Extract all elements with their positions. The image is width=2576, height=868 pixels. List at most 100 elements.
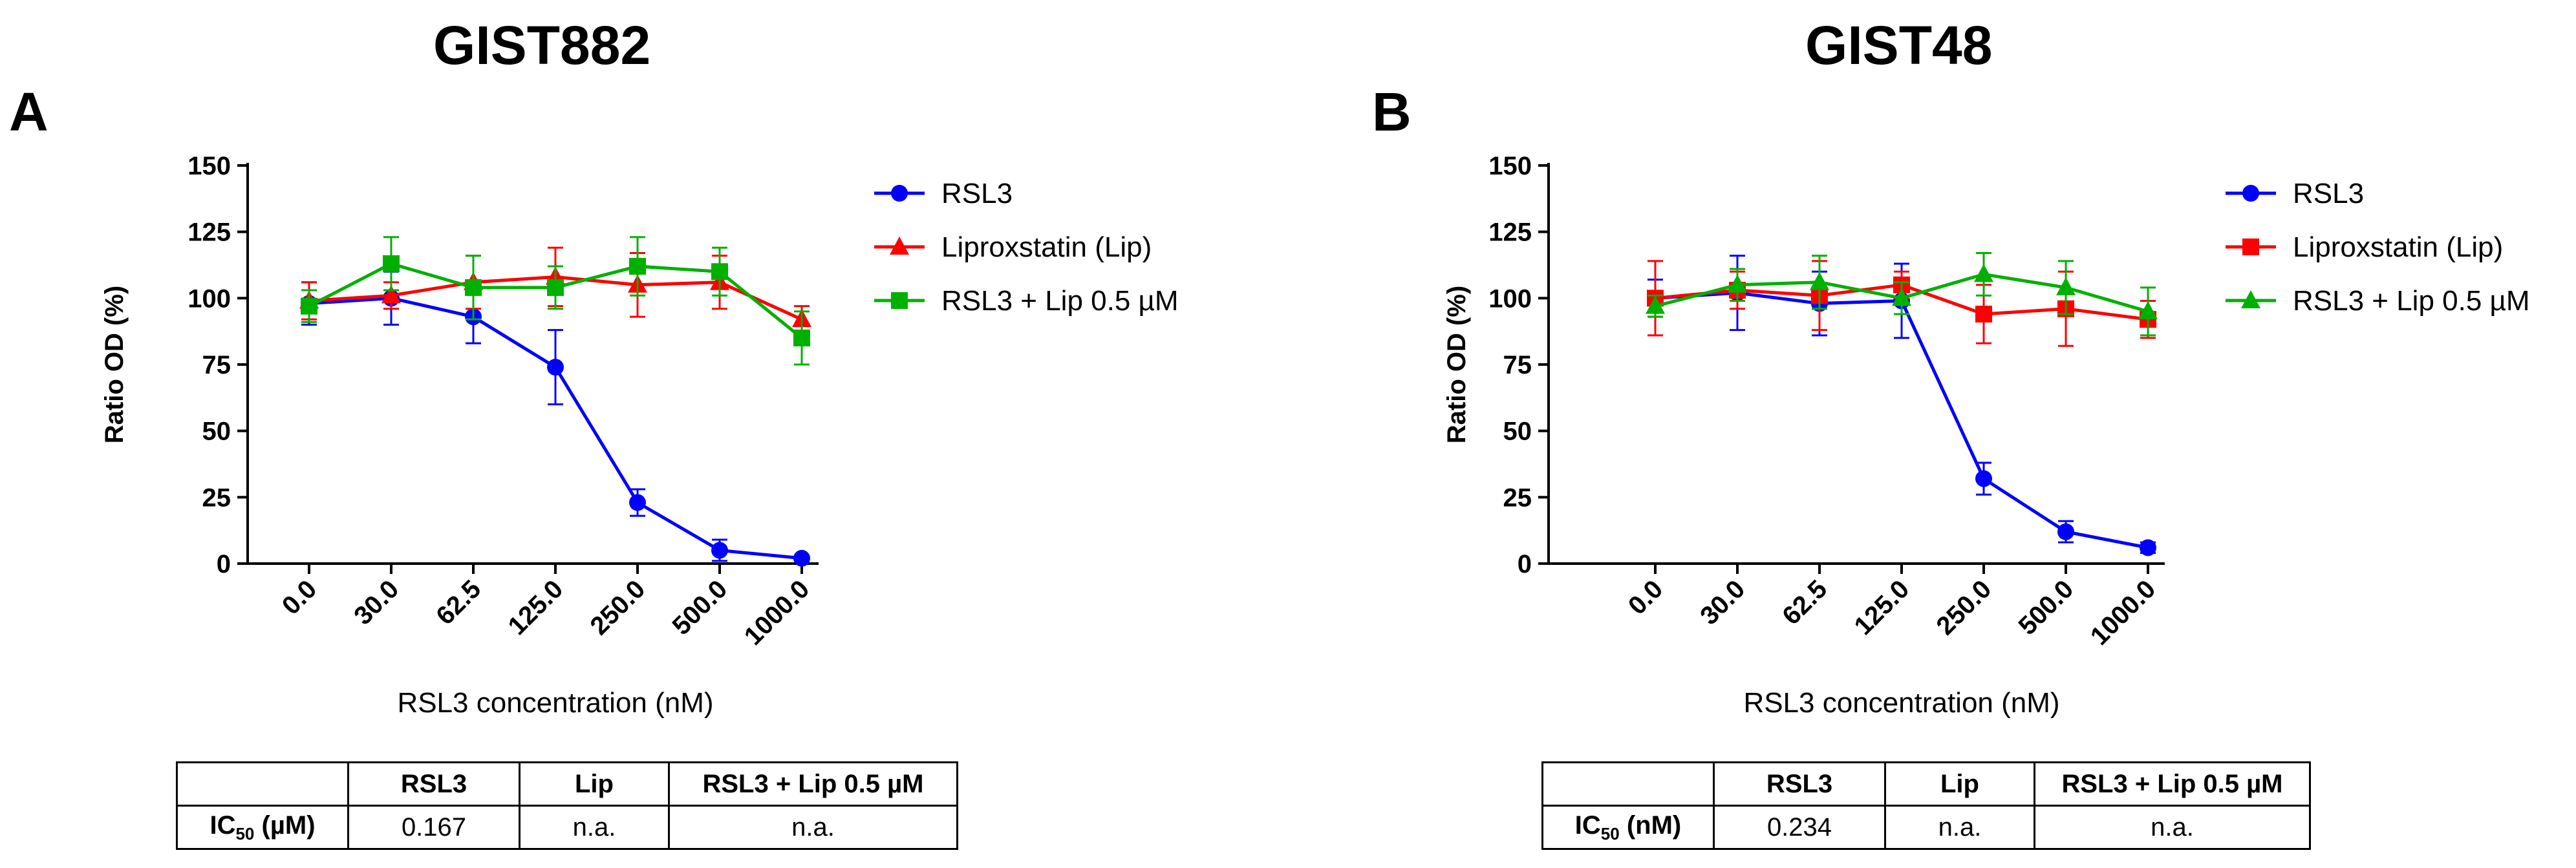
ic50-row-label: IC50 (µM) [176,805,349,850]
x-tick-label: 500.0 [667,575,733,640]
y-tick-label: 75 [1503,351,1532,379]
x-tick-label: 30.0 [349,575,404,630]
panel-a: GIST882 A 0 25 50 75 100 125 150 0.0 30.0 62.5 125… [9,15,1179,850]
data-point [793,549,810,567]
y-axis-label: Ratio OD (%) [1443,286,1471,443]
legend-label: Liproxstatin (Lip) [2293,231,2503,263]
legend-label: RSL3 [2293,178,2364,209]
panel-b: GIST48 B 0 25 50 75 100 125 150 0.0 30.0 62.5 125.… [1288,0,2576,868]
y-tick-label: 125 [1488,218,1532,247]
table-header-rsl3: RSL3 [347,761,521,807]
data-point [547,359,564,376]
ic50-lip-value: n.a. [1884,805,2035,850]
data-point [629,494,646,511]
table-header-empty [1541,761,1715,807]
y-tick-label: 125 [188,218,231,247]
x-axis-label: RSL3 concentration (nM) [397,687,713,719]
data-point [2057,523,2074,540]
table-header-combo: RSL3 + Lip 0.5 µM [668,761,958,807]
data-point [301,297,317,315]
data-point [629,258,646,275]
panel-label: A [9,81,48,142]
x-tick-label: 62.5 [1777,575,1832,630]
data-point [1892,288,1911,306]
table-header-lip: Lip [519,761,670,807]
data-point [2138,301,2158,319]
x-tick-label: 0.0 [1623,575,1668,620]
y-tick-label: 50 [1503,418,1532,446]
y-tick-label: 0 [217,550,231,578]
y-tick-label: 25 [202,483,231,512]
y-tick-label: 100 [188,284,231,313]
y-tick-label: 75 [202,351,231,379]
x-tick-label: 250.0 [1931,575,1997,640]
series-3 [1646,252,2158,337]
ic50-table: RSL3 Lip RSL3 + Lip 0.5 µM IC50 (µM) 0.1… [176,761,958,850]
data-point [1974,264,1993,282]
chart-b: 0 25 50 75 100 125 150 0.0 30.0 62.5 125.0 250.0 500… [1443,152,2530,719]
legend-label: RSL3 + Lip 0.5 µM [2293,285,2530,317]
legend-label: RSL3 [941,178,1013,209]
series-1 [301,270,810,567]
ic50-rsl3-value: 0.234 [1713,805,1886,850]
legend-marker [891,185,908,202]
ic50-row-label: IC50 (nM) [1541,805,1715,850]
y-tick-label: 0 [1518,550,1532,578]
table-header-lip: Lip [1884,761,2035,807]
table-row: IC50 (nM) 0.234 n.a. n.a. [1541,805,2311,850]
legend-marker [2241,290,2260,308]
ic50-rsl3-value: 0.167 [347,805,521,850]
legend-marker [2242,238,2259,255]
y-tick-label: 150 [188,152,231,180]
x-tick-label: 1000.0 [2085,575,2162,651]
x-tick-label: 125.0 [502,575,568,640]
x-tick-label: 125.0 [1849,575,1915,640]
data-point [383,255,400,272]
legend-marker [2242,185,2259,202]
ic50-combo-value: n.a. [668,805,958,850]
ic50-combo-value: n.a. [2034,805,2311,850]
x-tick-label: 30.0 [1695,575,1750,630]
x-tick-label: 0.0 [277,575,322,620]
y-tick-label: 150 [1488,152,1532,180]
x-tick-label: 250.0 [585,575,650,640]
data-point [1975,305,1992,323]
table-row: IC50 (µM) 0.167 n.a. n.a. [176,805,958,850]
data-point [1810,271,1829,290]
x-tick-label: 500.0 [2013,575,2079,640]
y-tick-label: 50 [202,418,231,446]
data-point [2140,539,2156,556]
y-tick-label: 25 [1503,483,1532,512]
data-point [711,542,728,559]
y-tick-label: 100 [1488,284,1532,313]
table-header-row: RSL3 Lip RSL3 + Lip 0.5 µM [176,761,958,807]
x-tick-label: 62.5 [431,575,486,630]
data-point [1975,470,1992,487]
x-axis-label: RSL3 concentration (nM) [1743,687,2059,719]
table-header-rsl3: RSL3 [1713,761,1886,807]
data-point [793,329,810,346]
data-point [711,263,728,281]
data-point [465,279,482,296]
table-header-empty [176,761,349,807]
legend-label: Liproxstatin (Lip) [941,231,1152,263]
ic50-lip-value: n.a. [519,805,670,850]
data-point [1646,295,1665,314]
table-header-combo: RSL3 + Lip 0.5 µM [2034,761,2311,807]
series-3 [301,236,810,366]
data-point [1728,274,1747,293]
data-point [2056,277,2076,295]
chart-title: GIST48 [1805,15,1993,76]
ic50-table: RSL3 Lip RSL3 + Lip 0.5 µM IC50 (nM) 0.2… [1541,761,2311,850]
table-header-row: RSL3 Lip RSL3 + Lip 0.5 µM [1541,761,2311,807]
legend-marker [891,292,908,309]
data-point [547,279,564,296]
chart-title: GIST882 [433,15,651,76]
panel-label: B [1372,81,1411,142]
chart-a: 0 25 50 75 100 125 150 0.0 30.0 62.5 125.0 250.0 500… [100,152,1179,719]
y-axis-label: Ratio OD (%) [100,286,129,443]
x-tick-label: 1000.0 [739,575,815,651]
data-point [381,285,401,304]
legend-label: RSL3 + Lip 0.5 µM [941,285,1179,317]
legend-marker [890,237,909,255]
